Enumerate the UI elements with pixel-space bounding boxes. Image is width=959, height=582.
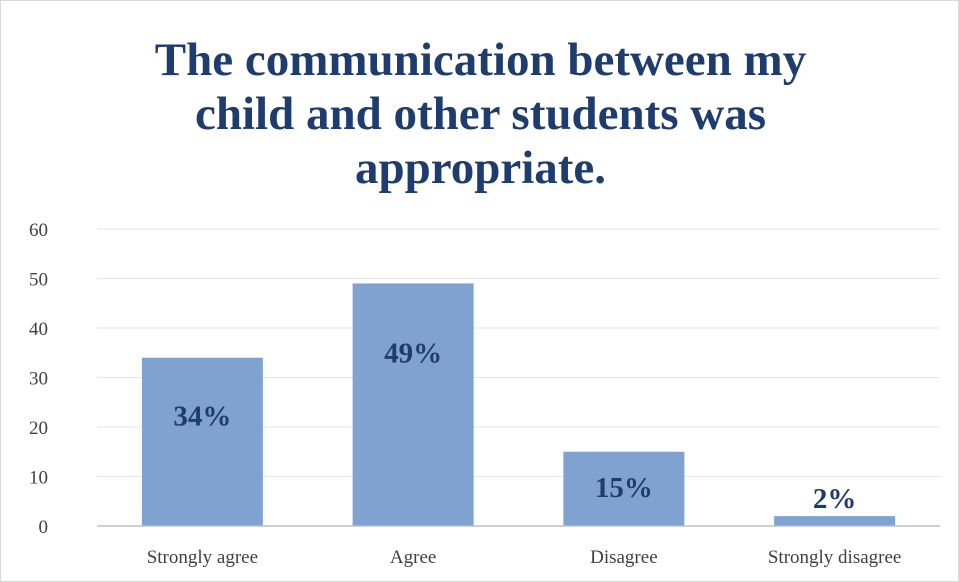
chart-title-line-1: The communication between my <box>154 34 807 86</box>
bar-strongly-agree <box>141 357 263 526</box>
x-axis-tick-labels: Strongly agree Agree Disagree Strongly disa… <box>147 547 902 568</box>
data-label: 34% <box>173 401 231 433</box>
y-tick-label: 60 <box>29 220 48 241</box>
x-tick-label: Strongly disagree <box>768 547 902 568</box>
bars <box>141 283 896 526</box>
y-tick-label: 40 <box>29 319 48 340</box>
bar-disagree <box>563 451 685 526</box>
bar-strongly-disagree <box>774 516 896 526</box>
chart-title: The communication between my child and o… <box>1 33 959 195</box>
x-tick-label: Strongly agree <box>147 547 258 568</box>
chart-title-line-2: child and other students was <box>194 88 767 140</box>
y-tick-label: 30 <box>29 369 48 390</box>
x-tick-label: Disagree <box>590 547 658 568</box>
data-label: 49% <box>384 337 442 369</box>
x-tick-label: Agree <box>390 547 436 568</box>
data-label: 15% <box>595 472 653 504</box>
bar-agree <box>352 283 474 526</box>
data-labels: 34% 49% 15% 2% <box>173 337 856 515</box>
y-tick-label: 20 <box>29 418 48 439</box>
y-tick-label: 0 <box>39 517 49 538</box>
y-tick-label: 10 <box>29 468 48 489</box>
y-axis-tick-labels: 0 10 20 30 40 50 60 <box>29 220 48 538</box>
y-tick-label: 50 <box>29 270 48 291</box>
data-label: 2% <box>813 483 857 515</box>
chart-title-line-3: appropriate. <box>354 142 607 194</box>
